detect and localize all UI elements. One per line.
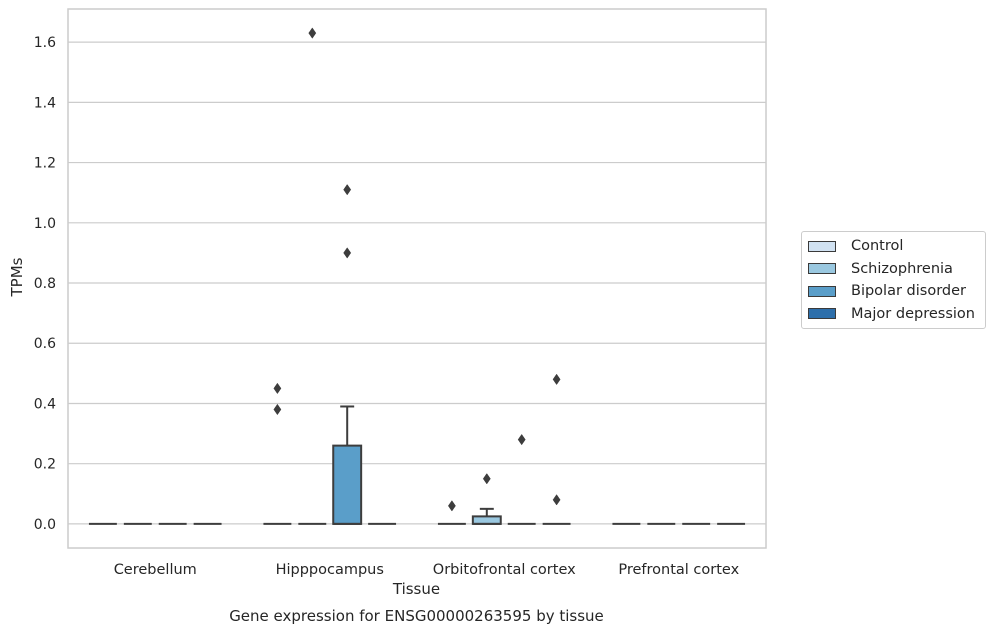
legend-swatch-control bbox=[808, 240, 836, 252]
outlier-point bbox=[308, 27, 317, 39]
plot-frame bbox=[67, 8, 767, 549]
y-tick-label: 0.0 bbox=[34, 517, 56, 533]
legend-item-major-depression: Major depression bbox=[802, 303, 985, 326]
legend-label-major-depression: Major depression bbox=[851, 305, 975, 322]
y-axis-label: TPMs bbox=[8, 257, 26, 297]
outlier-point bbox=[273, 382, 282, 395]
legend-label-bipolar-disorder: Bipolar disorder bbox=[851, 283, 966, 300]
legend-swatch-bipolar-disorder bbox=[808, 285, 836, 297]
outlier-point bbox=[552, 373, 561, 386]
y-tick-label: 0.4 bbox=[34, 396, 56, 412]
y-tick-label: 0.8 bbox=[34, 276, 56, 292]
legend-swatch-schizophrenia bbox=[808, 263, 836, 275]
legend-item-schizophrenia: Schizophrenia bbox=[802, 258, 985, 281]
y-tick-label: 1.0 bbox=[34, 216, 56, 232]
y-tick-label: 0.2 bbox=[34, 457, 56, 473]
legend-label-schizophrenia: Schizophrenia bbox=[851, 260, 953, 277]
outlier-point bbox=[552, 494, 561, 506]
x-axis-label: Tissue bbox=[392, 580, 441, 598]
outlier-point bbox=[517, 433, 526, 446]
x-tick-label: Cerebellum bbox=[114, 562, 197, 578]
outlier-point bbox=[343, 247, 352, 259]
outlier-point bbox=[273, 403, 282, 416]
legend: Control Schizophrenia Bipolar disorder M… bbox=[801, 231, 986, 329]
y-tick-label: 1.2 bbox=[34, 156, 56, 172]
outlier-point bbox=[343, 184, 352, 196]
box bbox=[332, 444, 363, 525]
x-tick-label: Prefrontal cortex bbox=[618, 562, 739, 578]
y-tick-label: 1.4 bbox=[34, 95, 56, 111]
outlier-point bbox=[482, 473, 491, 485]
legend-item-bipolar-disorder: Bipolar disorder bbox=[802, 280, 985, 303]
figure-caption: Gene expression for ENSG00000263595 by t… bbox=[229, 607, 604, 625]
x-tick-label: Hipppocampus bbox=[276, 562, 384, 578]
legend-label-control: Control bbox=[851, 238, 904, 255]
x-tick-label: Orbitofrontal cortex bbox=[433, 562, 576, 578]
y-tick-label: 0.6 bbox=[34, 336, 56, 352]
outlier-point bbox=[447, 500, 456, 512]
y-tick-label: 1.6 bbox=[34, 35, 56, 51]
box bbox=[471, 515, 502, 525]
legend-item-control: Control bbox=[802, 235, 985, 258]
legend-swatch-major-depression bbox=[808, 308, 836, 320]
